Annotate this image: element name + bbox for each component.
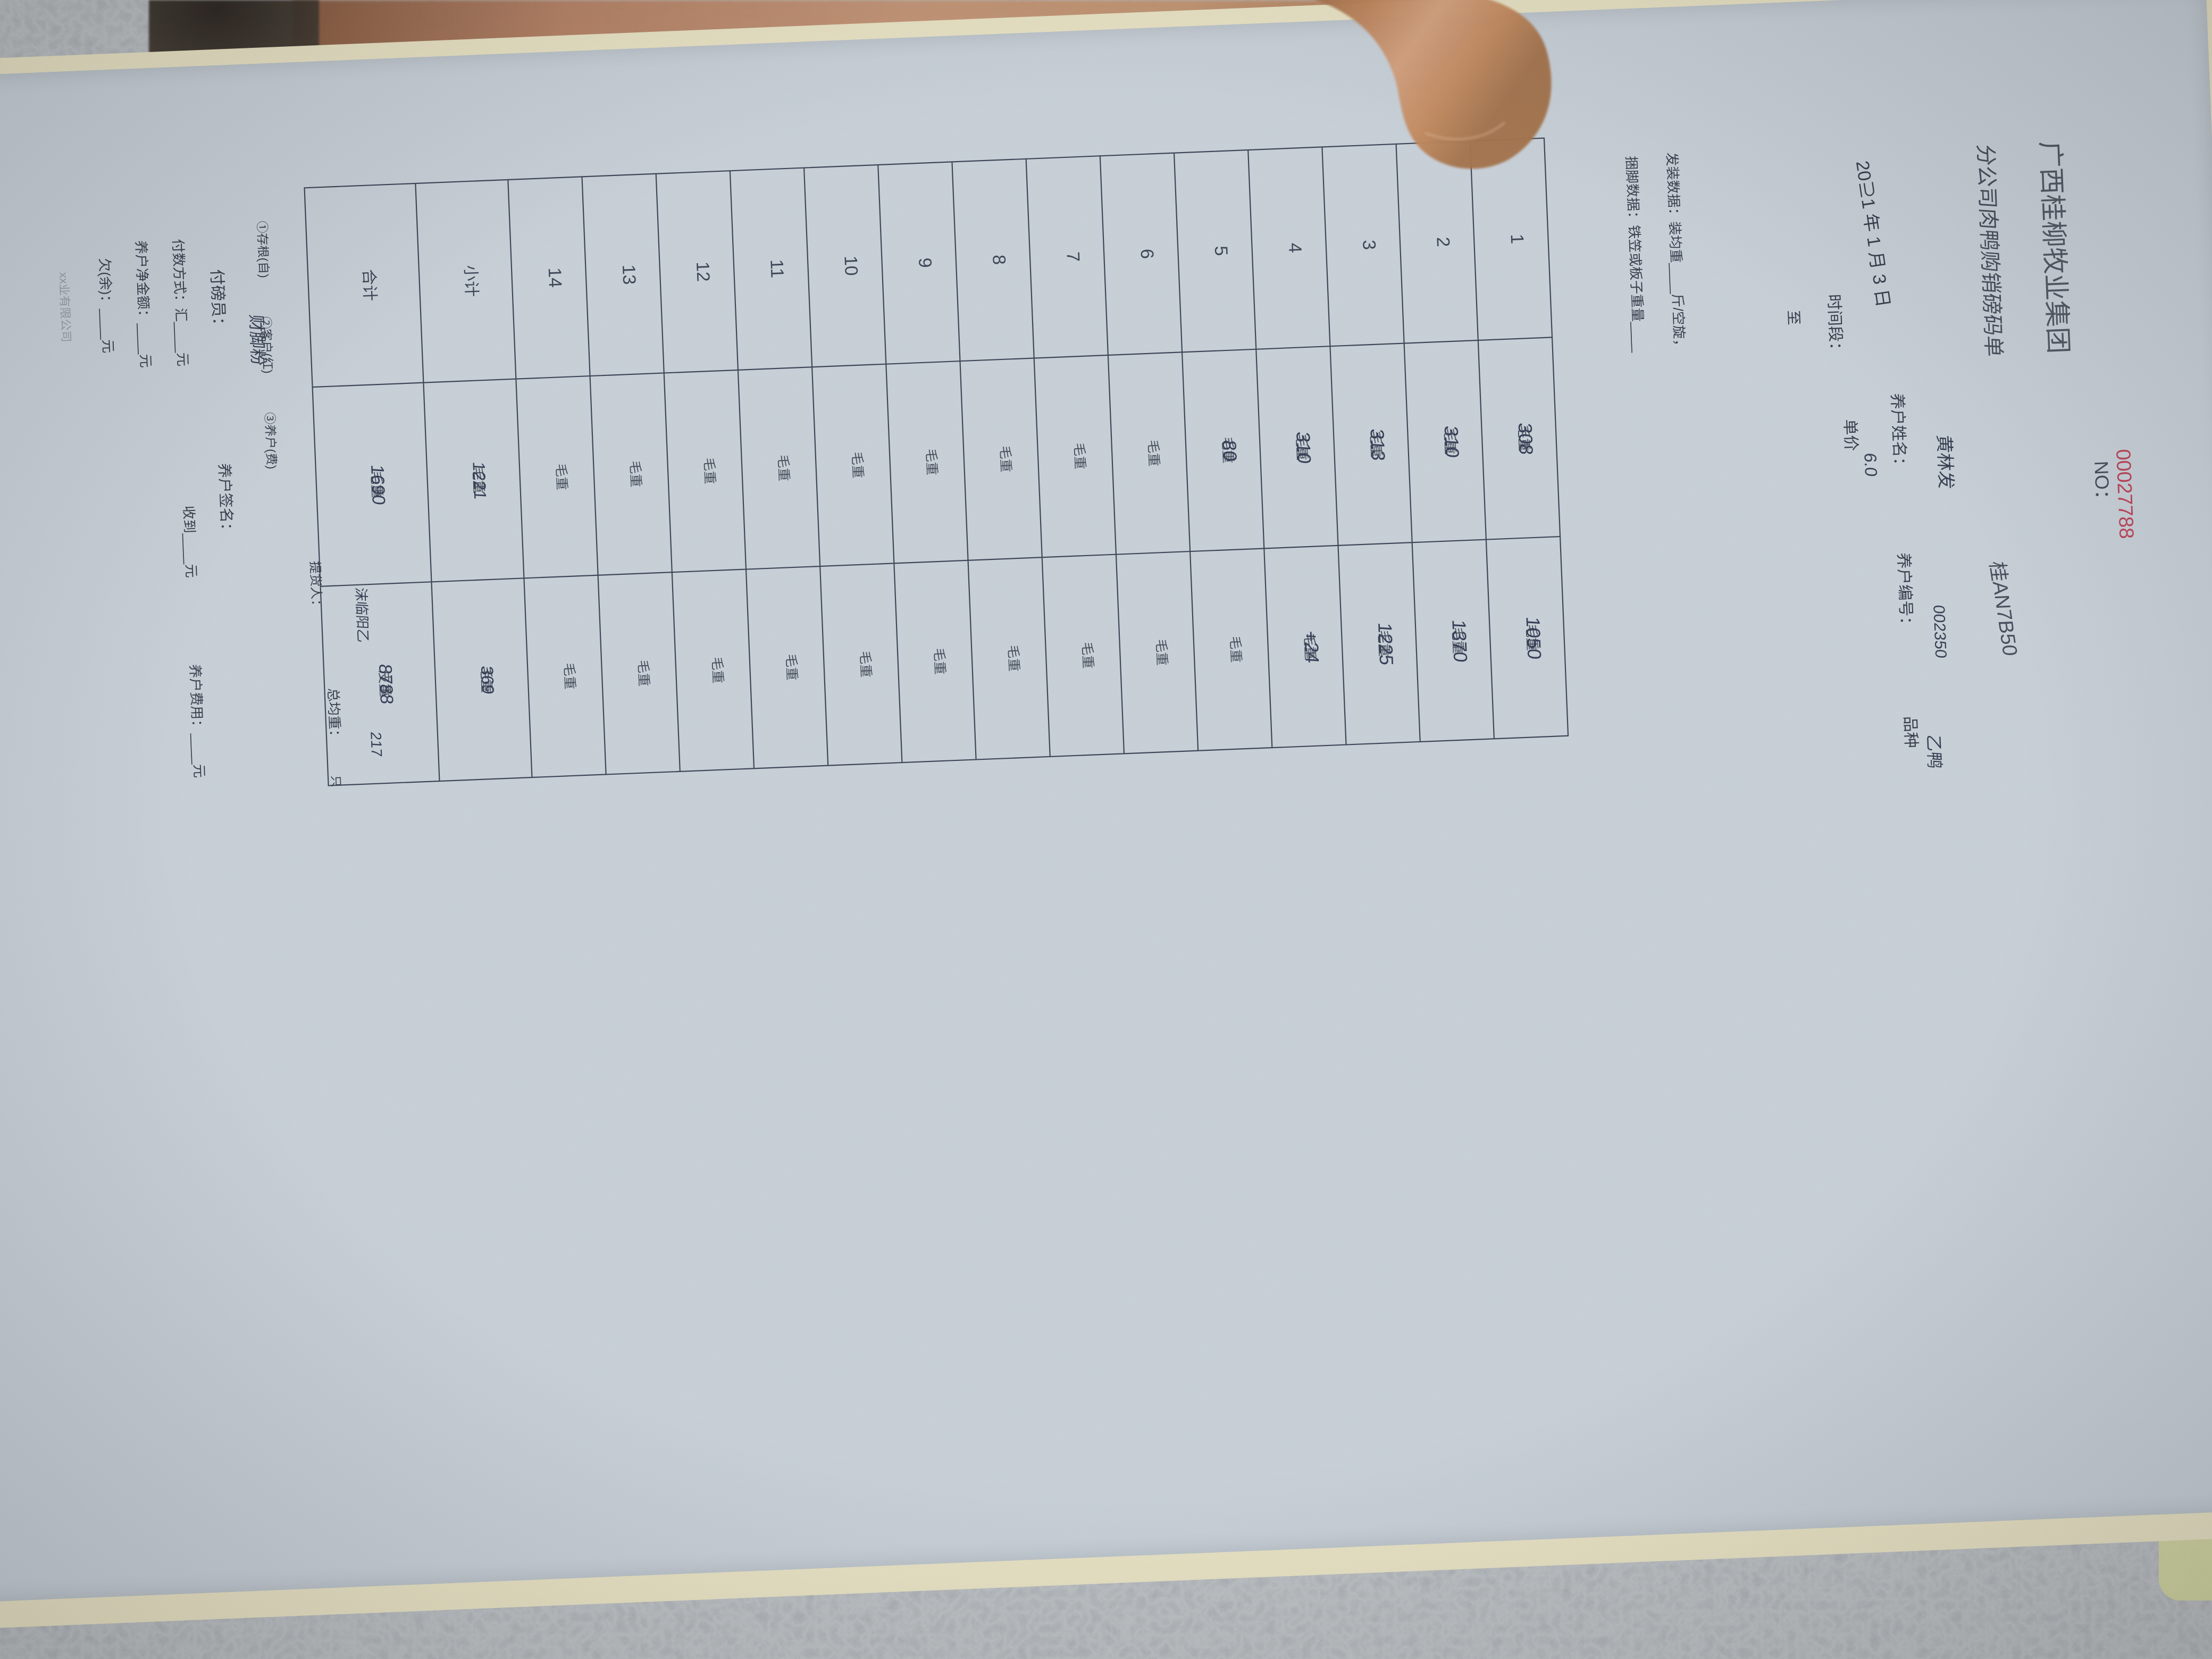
svg-text:付数方式：汇____元: 付数方式：汇____元 xyxy=(170,239,191,367)
svg-text:4: 4 xyxy=(1285,242,1305,253)
svg-text:217: 217 xyxy=(367,731,385,757)
svg-text:1: 1 xyxy=(1506,233,1527,244)
svg-text:黄林发: 黄林发 xyxy=(1933,434,1956,489)
svg-text:14: 14 xyxy=(544,267,565,288)
svg-text:9: 9 xyxy=(915,257,935,268)
svg-text:毛重: 毛重 xyxy=(561,663,577,690)
svg-text:分公司肉鸭购销磅码单: 分公司肉鸭购销磅码单 xyxy=(1973,144,2005,358)
svg-text:2: 2 xyxy=(1432,237,1453,247)
svg-text:毛重: 毛重 xyxy=(627,460,643,488)
svg-text:养户姓名：: 养户姓名： xyxy=(1888,393,1909,473)
svg-text:xx业有限公司: xx业有限公司 xyxy=(57,272,73,342)
svg-text:毛重: 毛重 xyxy=(709,657,725,684)
svg-text:单价: 单价 xyxy=(1841,419,1859,451)
svg-text:369: 369 xyxy=(477,665,498,695)
svg-text:NO：: NO： xyxy=(2090,460,2114,509)
svg-text:时间段：: 时间段： xyxy=(1825,294,1845,358)
svg-text:002350: 002350 xyxy=(1930,605,1949,659)
svg-text:毛重: 毛重 xyxy=(783,653,799,681)
svg-text:毛重: 毛重 xyxy=(1071,442,1087,470)
svg-text:毛重: 毛重 xyxy=(1227,636,1243,663)
svg-text:5: 5 xyxy=(1211,246,1231,256)
svg-text:沫临阳乙: 沫临阳乙 xyxy=(353,587,371,643)
svg-text:毛重: 毛重 xyxy=(553,463,569,490)
svg-text:捆脚数据：铁笠或板子重量____: 捆脚数据：铁笠或板子重量____ xyxy=(1623,156,1647,353)
svg-text:付磅员：: 付磅员： xyxy=(207,269,228,333)
svg-text:310: 310 xyxy=(1292,431,1315,465)
svg-text:1690: 1690 xyxy=(367,464,389,506)
svg-text:养户净金额：____元: 养户净金额：____元 xyxy=(133,240,154,368)
svg-text:毛重: 毛重 xyxy=(998,446,1013,473)
svg-text:10: 10 xyxy=(840,255,861,276)
svg-text:毛重: 毛重 xyxy=(1145,440,1161,467)
svg-text:毛重: 毛重 xyxy=(775,455,791,482)
svg-text:品种: 品种 xyxy=(1901,716,1920,748)
svg-text:养户签名：: 养户签名： xyxy=(216,463,236,538)
svg-text:8: 8 xyxy=(988,254,1009,265)
svg-text:毛重: 毛重 xyxy=(1079,642,1095,669)
svg-text:毛重: 毛重 xyxy=(857,651,873,678)
svg-text:00027788: 00027788 xyxy=(2112,449,2138,540)
svg-text:①存根(自): ①存根(自) xyxy=(255,221,271,278)
svg-text:1225: 1225 xyxy=(1374,622,1397,666)
svg-text:乙鸭: 乙鸭 xyxy=(1924,734,1945,769)
svg-text:310: 310 xyxy=(1440,425,1463,459)
svg-text:8788: 8788 xyxy=(375,664,397,705)
svg-text:6.0: 6.0 xyxy=(1861,453,1881,477)
svg-text:总均重：: 总均重： xyxy=(325,688,343,743)
svg-text:毛重: 毛重 xyxy=(1153,639,1169,666)
svg-text:②客户(红): ②客户(红) xyxy=(259,316,275,374)
svg-text:7: 7 xyxy=(1062,252,1083,262)
svg-text:毛重: 毛重 xyxy=(1006,644,1021,672)
svg-text:11: 11 xyxy=(766,259,787,279)
svg-text:桂AN7B50: 桂AN7B50 xyxy=(1985,561,2021,656)
svg-text:欠(余)：____元: 欠(余)：____元 xyxy=(97,258,116,354)
svg-text:合计: 合计 xyxy=(359,269,378,301)
svg-text:12: 12 xyxy=(692,261,713,282)
svg-text:提货人：: 提货人： xyxy=(307,561,324,613)
svg-text:收到____元: 收到____元 xyxy=(181,505,199,578)
svg-text:毛重: 毛重 xyxy=(931,648,947,675)
svg-text:1050: 1050 xyxy=(1522,616,1545,660)
svg-text:3: 3 xyxy=(1359,239,1379,250)
svg-text:广西桂柳牧业集团: 广西桂柳牧业集团 xyxy=(2035,140,2073,354)
svg-text:养户编号：: 养户编号： xyxy=(1895,552,1915,633)
svg-text:小计: 小计 xyxy=(462,265,480,297)
svg-text:毛重: 毛重 xyxy=(635,659,651,686)
svg-text:养户费用：____元: 养户费用：____元 xyxy=(187,664,208,778)
svg-text:13: 13 xyxy=(618,264,639,285)
svg-text:1221: 1221 xyxy=(469,461,490,500)
svg-text:发装数据：装均重____斤/空旋，: 发装数据：装均重____斤/空旋， xyxy=(1664,152,1688,353)
svg-text:308: 308 xyxy=(1514,422,1537,456)
svg-text:毛重: 毛重 xyxy=(923,448,939,475)
svg-text:毛重: 毛重 xyxy=(701,457,717,484)
svg-text:1370: 1370 xyxy=(1448,619,1471,663)
svg-text:只: 只 xyxy=(329,775,343,787)
svg-text:6: 6 xyxy=(1137,248,1158,259)
svg-text:80: 80 xyxy=(1218,439,1241,462)
svg-text:③养户(费): ③养户(费) xyxy=(263,412,279,470)
svg-text:+24: +24 xyxy=(1300,630,1323,664)
svg-text:313: 313 xyxy=(1366,428,1389,462)
svg-text:20⊇1 年 1 月 3 日: 20⊇1 年 1 月 3 日 xyxy=(1852,160,1893,308)
svg-text:至: 至 xyxy=(1785,310,1802,325)
svg-text:毛重: 毛重 xyxy=(849,451,865,479)
